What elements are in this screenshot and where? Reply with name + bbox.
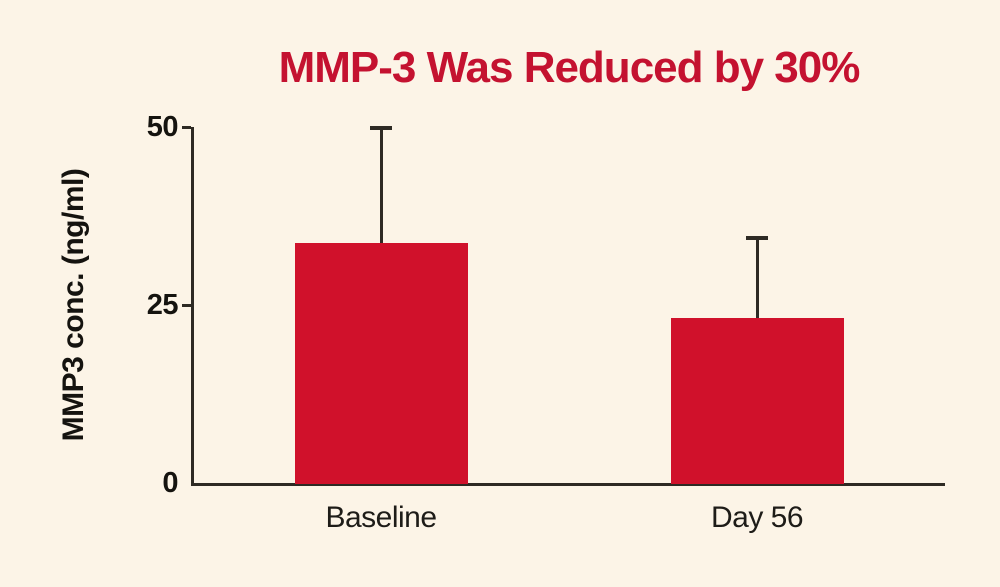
chart-title: MMP-3 Was Reduced by 30% xyxy=(278,43,861,92)
error-bar-cap xyxy=(746,236,768,241)
error-bar-line xyxy=(379,127,383,244)
y-tick-label: 0 xyxy=(162,467,178,499)
y-tick-mark xyxy=(182,126,191,129)
bar-baseline xyxy=(294,243,468,484)
y-axis-line xyxy=(191,127,194,486)
y-tick-mark xyxy=(182,304,191,307)
bar-day56 xyxy=(670,317,844,484)
x-axis-line xyxy=(191,483,945,486)
x-tick-label-day56: Day 56 xyxy=(710,501,804,534)
error-bar-line xyxy=(755,238,759,318)
y-tick-label: 25 xyxy=(146,289,179,321)
y-axis-label: MMP3 conc. (ng/ml) xyxy=(57,168,90,442)
y-tick-label: 50 xyxy=(146,111,179,143)
x-tick-label-baseline: Baseline xyxy=(325,501,437,534)
error-bar-cap xyxy=(370,125,392,130)
